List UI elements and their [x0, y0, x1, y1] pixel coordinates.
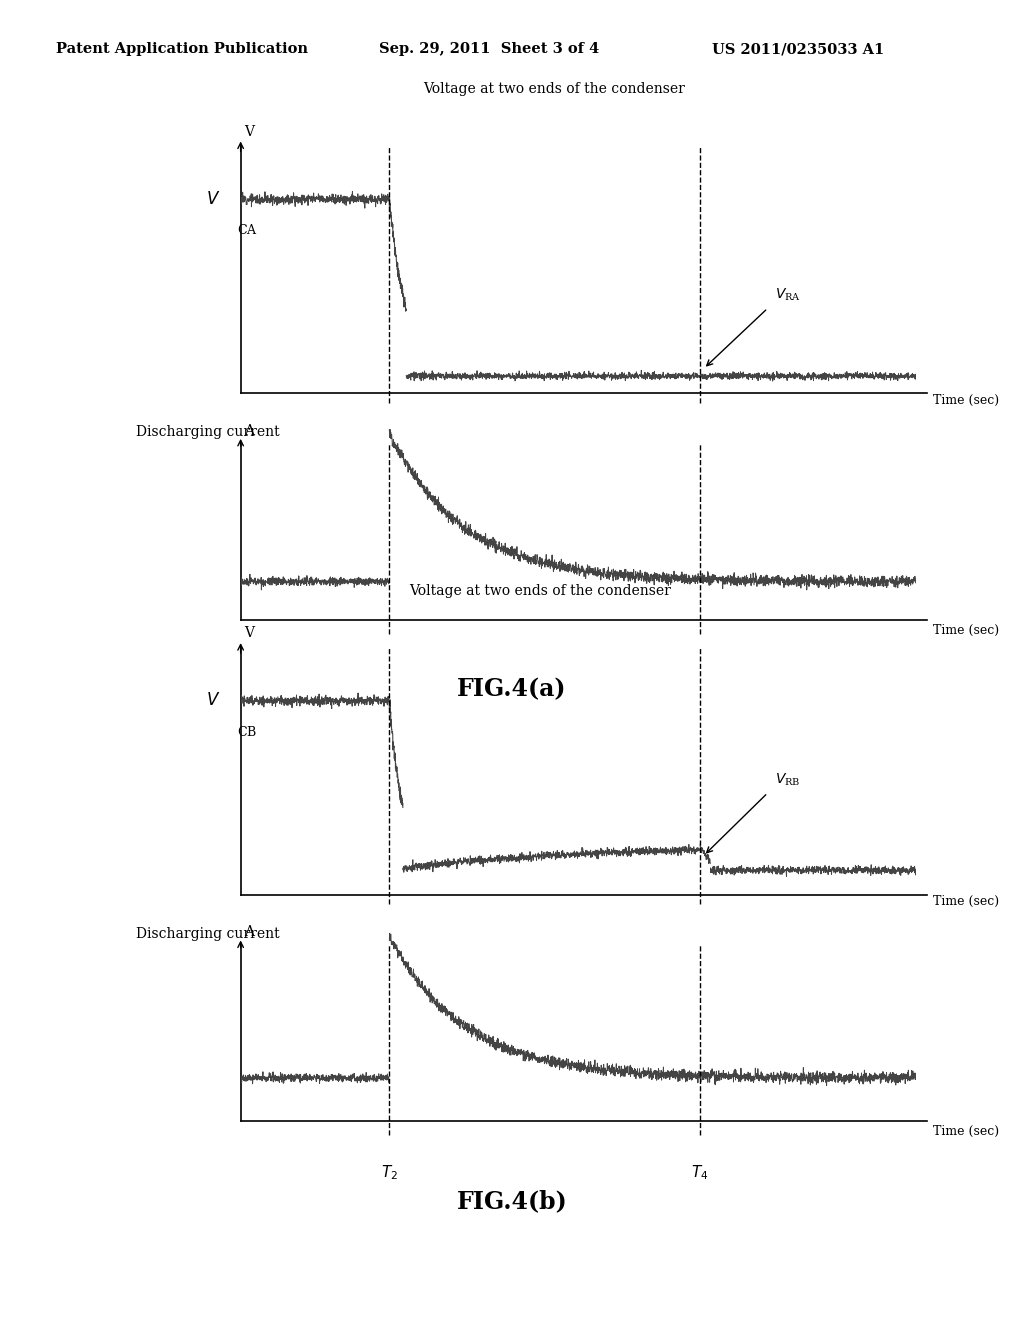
Text: Time (sec): Time (sec): [934, 623, 999, 636]
Text: V: V: [244, 124, 254, 139]
Text: Patent Application Publication: Patent Application Publication: [56, 42, 308, 57]
Text: FIG.4(a): FIG.4(a): [458, 677, 566, 701]
Text: Time (sec): Time (sec): [934, 393, 999, 407]
Text: $T_4$: $T_4$: [691, 1163, 709, 1181]
Text: $\mathit{V}$: $\mathit{V}$: [206, 190, 220, 207]
Text: $\mathregular{CA}$: $\mathregular{CA}$: [238, 223, 258, 238]
Text: Voltage at two ends of the condenser: Voltage at two ends of the condenser: [423, 82, 685, 96]
Text: US 2011/0235033 A1: US 2011/0235033 A1: [712, 42, 884, 57]
Text: Time (sec): Time (sec): [934, 1125, 999, 1138]
Text: Time (sec): Time (sec): [934, 895, 999, 908]
Text: FIG.4(b): FIG.4(b): [457, 1189, 567, 1213]
Text: Sep. 29, 2011  Sheet 3 of 4: Sep. 29, 2011 Sheet 3 of 4: [379, 42, 599, 57]
Text: Discharging current: Discharging current: [136, 927, 280, 941]
Text: $\mathit{V}_{\mathregular{RB}}$: $\mathit{V}_{\mathregular{RB}}$: [774, 772, 800, 788]
Text: Voltage at two ends of the condenser: Voltage at two ends of the condenser: [410, 583, 672, 598]
Text: $T_2$: $T_2$: [381, 1163, 397, 1181]
Text: $\mathregular{CB}$: $\mathregular{CB}$: [238, 725, 257, 739]
Text: V: V: [244, 626, 254, 640]
Text: Discharging current: Discharging current: [136, 425, 280, 440]
Text: A: A: [244, 424, 254, 438]
Text: A: A: [244, 925, 254, 940]
Text: $\mathit{V}_{\mathregular{RA}}$: $\mathit{V}_{\mathregular{RA}}$: [774, 286, 801, 304]
Text: $\mathit{V}$: $\mathit{V}$: [206, 692, 220, 709]
